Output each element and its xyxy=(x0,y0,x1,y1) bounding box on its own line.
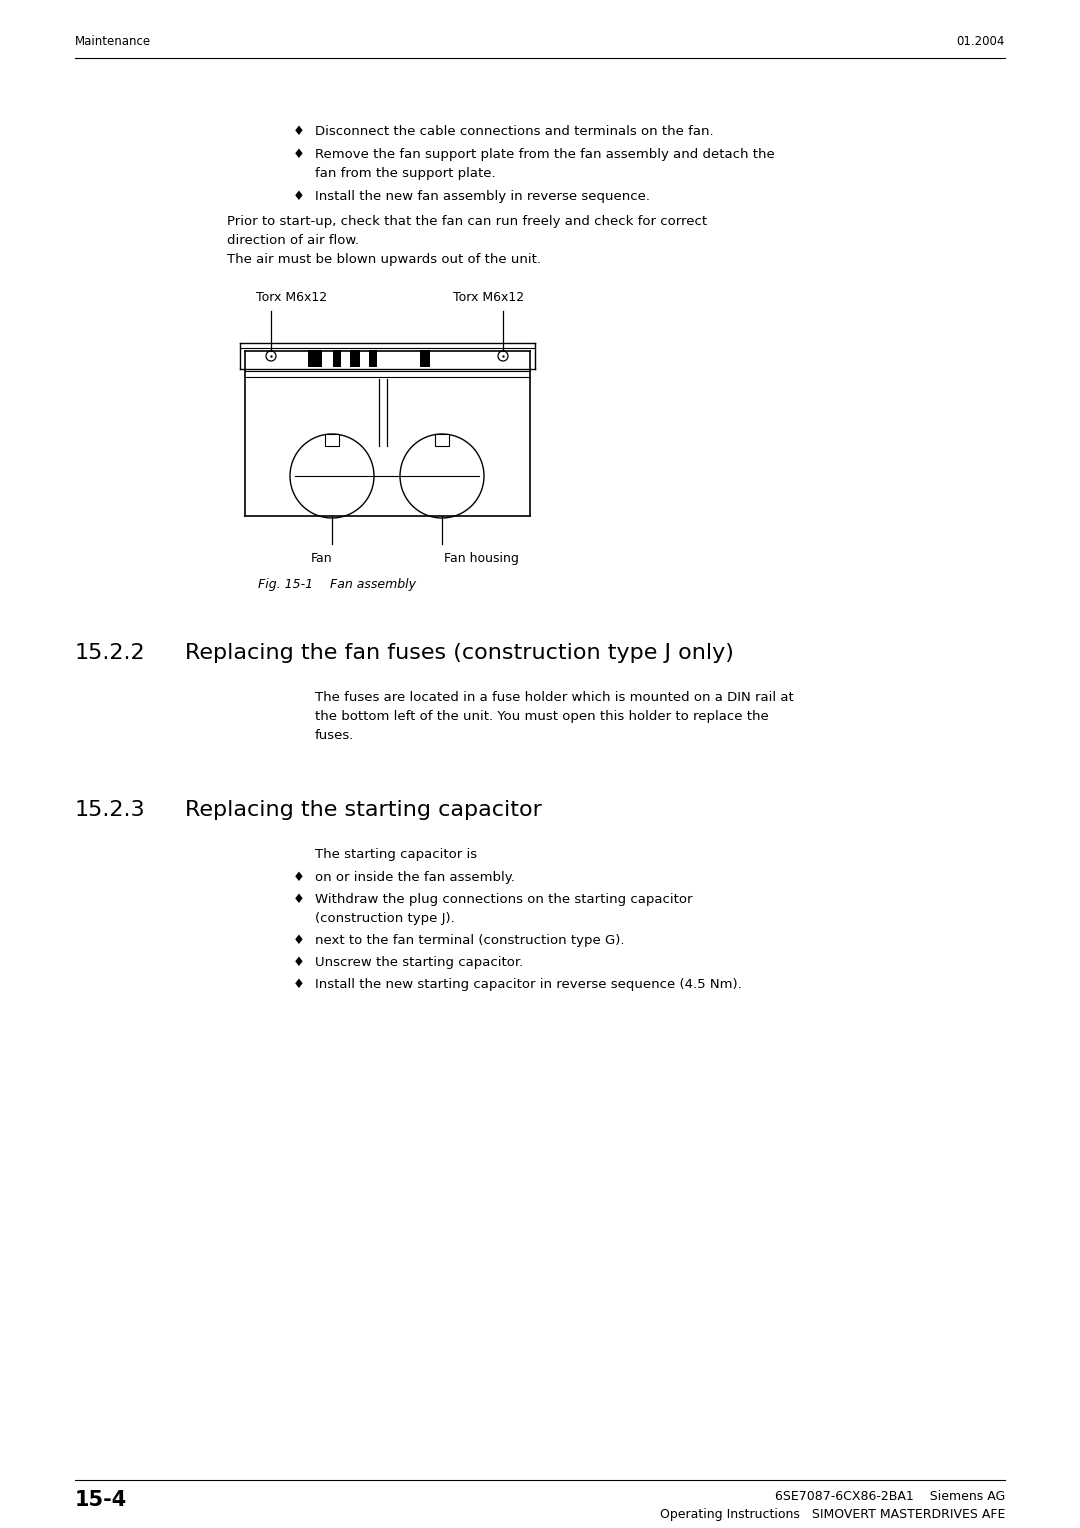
Text: Replacing the starting capacitor: Replacing the starting capacitor xyxy=(185,801,542,821)
Bar xyxy=(350,350,360,367)
Text: Maintenance: Maintenance xyxy=(75,35,151,47)
Text: fan from the support plate.: fan from the support plate. xyxy=(315,167,496,180)
Text: Torx M6x12: Torx M6x12 xyxy=(453,290,524,304)
Bar xyxy=(435,434,449,446)
Text: ♦: ♦ xyxy=(293,892,305,906)
Text: Replacing the fan fuses (construction type J only): Replacing the fan fuses (construction ty… xyxy=(185,643,734,663)
Bar xyxy=(369,350,377,367)
Text: ♦: ♦ xyxy=(293,148,305,160)
Text: next to the fan terminal (construction type G).: next to the fan terminal (construction t… xyxy=(315,934,624,947)
Text: The starting capacitor is: The starting capacitor is xyxy=(315,848,477,860)
Text: direction of air flow.: direction of air flow. xyxy=(227,234,360,248)
Text: ♦: ♦ xyxy=(293,934,305,947)
Text: Fig. 15-1: Fig. 15-1 xyxy=(258,578,313,591)
Text: Fan assembly: Fan assembly xyxy=(330,578,416,591)
Text: on or inside the fan assembly.: on or inside the fan assembly. xyxy=(315,871,515,885)
Text: Prior to start-up, check that the fan can run freely and check for correct: Prior to start-up, check that the fan ca… xyxy=(227,215,707,228)
Text: 6SE7087-6CX86-2BA1    Siemens AG: 6SE7087-6CX86-2BA1 Siemens AG xyxy=(774,1490,1005,1504)
Text: 15-4: 15-4 xyxy=(75,1490,127,1510)
Text: Withdraw the plug connections on the starting capacitor: Withdraw the plug connections on the sta… xyxy=(315,892,692,906)
Text: fuses.: fuses. xyxy=(315,729,354,743)
Text: The air must be blown upwards out of the unit.: The air must be blown upwards out of the… xyxy=(227,254,541,266)
Text: ♦: ♦ xyxy=(293,957,305,969)
Text: Fan housing: Fan housing xyxy=(444,552,518,565)
Text: Torx M6x12: Torx M6x12 xyxy=(256,290,327,304)
Text: Install the new starting capacitor in reverse sequence (4.5 Nm).: Install the new starting capacitor in re… xyxy=(315,978,742,992)
Text: The fuses are located in a fuse holder which is mounted on a DIN rail at: The fuses are located in a fuse holder w… xyxy=(315,691,794,704)
Text: 15.2.3: 15.2.3 xyxy=(75,801,146,821)
Text: Disconnect the cable connections and terminals on the fan.: Disconnect the cable connections and ter… xyxy=(315,125,714,138)
Text: the bottom left of the unit. You must open this holder to replace the: the bottom left of the unit. You must op… xyxy=(315,711,769,723)
Text: 15.2.2: 15.2.2 xyxy=(75,643,146,663)
Text: (construction type J).: (construction type J). xyxy=(315,912,455,924)
Text: Install the new fan assembly in reverse sequence.: Install the new fan assembly in reverse … xyxy=(315,189,650,203)
Text: Remove the fan support plate from the fan assembly and detach the: Remove the fan support plate from the fa… xyxy=(315,148,774,160)
Bar xyxy=(420,350,430,367)
Bar xyxy=(333,350,341,367)
Text: Operating Instructions   SIMOVERT MASTERDRIVES AFE: Operating Instructions SIMOVERT MASTERDR… xyxy=(660,1508,1005,1520)
Text: ♦: ♦ xyxy=(293,125,305,138)
Text: ♦: ♦ xyxy=(293,189,305,203)
Bar xyxy=(308,350,322,367)
Bar xyxy=(325,434,339,446)
Text: ♦: ♦ xyxy=(293,978,305,992)
Text: 01.2004: 01.2004 xyxy=(957,35,1005,47)
Text: Fan: Fan xyxy=(311,552,333,565)
Text: Unscrew the starting capacitor.: Unscrew the starting capacitor. xyxy=(315,957,523,969)
Text: ♦: ♦ xyxy=(293,871,305,885)
